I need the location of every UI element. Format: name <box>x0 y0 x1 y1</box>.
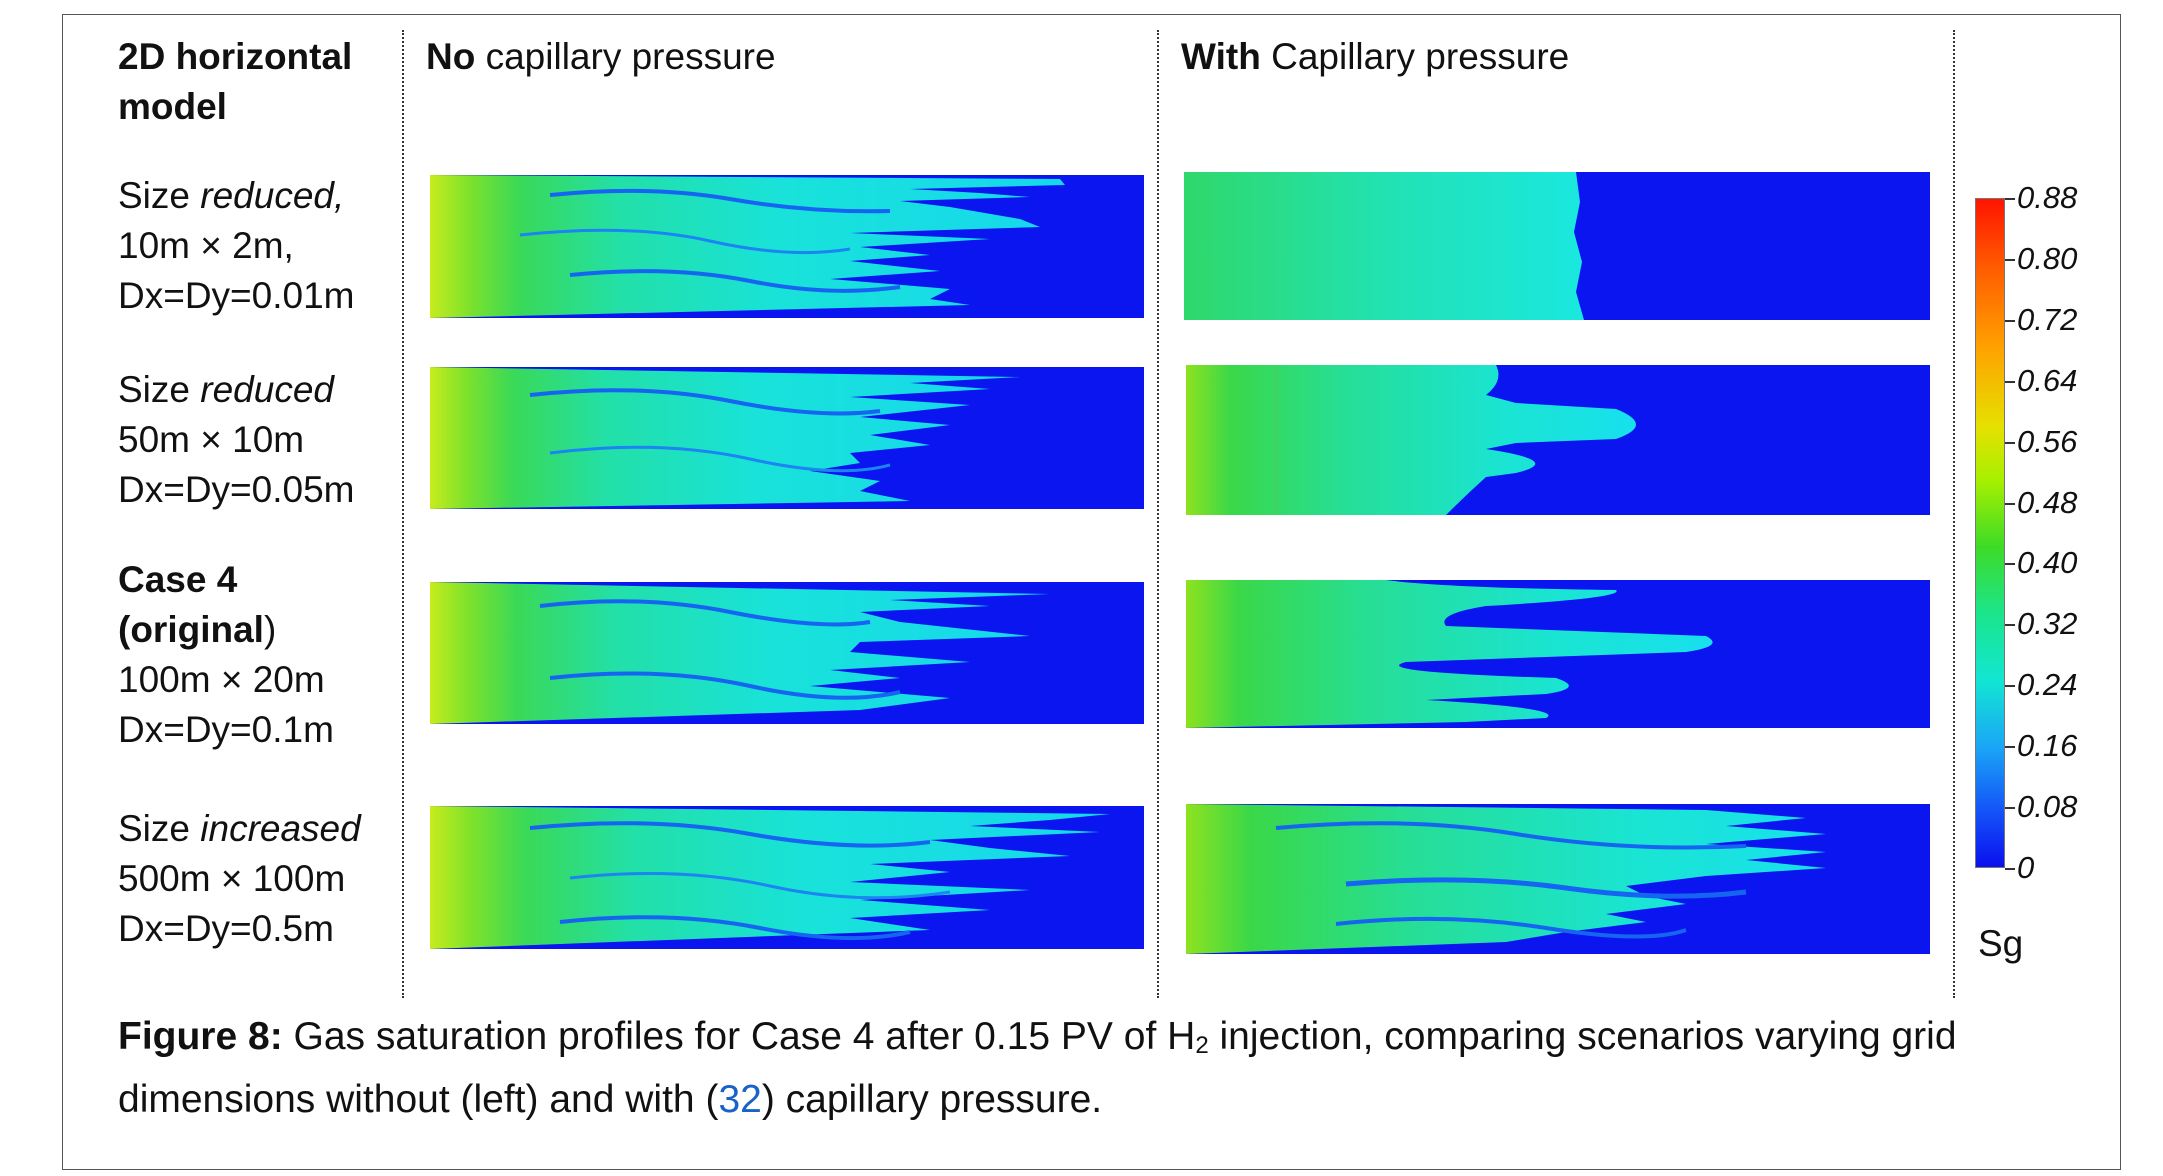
divider-left <box>402 30 404 998</box>
row-label-3: Case 4 (original) 100m × 20m Dx=Dy=0.1m <box>118 555 334 755</box>
row3-original: (original <box>118 609 264 650</box>
row2-italic: reduced <box>200 369 334 410</box>
plume-cap-size-reduced-10m <box>1184 172 1930 320</box>
colorbar-tick <box>2005 868 2015 870</box>
colorbar-tick <box>2005 563 2015 565</box>
with-capillary-bold: With <box>1181 36 1261 77</box>
colorbar-tick <box>2005 746 2015 748</box>
no-capillary-rest: capillary pressure <box>475 36 776 77</box>
row3-size: 100m × 20m <box>118 659 325 700</box>
colorbar-tick <box>2005 198 2015 200</box>
row4-grid: Dx=Dy=0.5m <box>118 908 334 949</box>
colorbar-tick-label: 0.32 <box>2017 606 2078 641</box>
row1-italic: reduced, <box>200 175 345 216</box>
colorbar-tick <box>2005 624 2015 626</box>
colorbar-tick <box>2005 685 2015 687</box>
colorbar-tick-label: 0.72 <box>2017 302 2078 337</box>
colorbar-tick <box>2005 807 2015 809</box>
figure-frame <box>62 14 2121 1170</box>
caption-citation-link[interactable]: 32 <box>718 1078 762 1121</box>
colorbar <box>1975 198 2005 868</box>
row3-paren: ) <box>263 609 277 650</box>
plume-cap-size-increased <box>1186 804 1930 954</box>
row-label-4: Size increased 500m × 100m Dx=Dy=0.5m <box>118 804 361 954</box>
row1-text: Size <box>118 175 201 216</box>
caption-label: Figure 8: <box>118 1015 283 1058</box>
colorbar-tick-label: 0 <box>2017 850 2035 885</box>
colorbar-tick-label: 0.24 <box>2017 667 2078 702</box>
plume-no-cap-case4-original <box>430 582 1144 724</box>
row-label-2: Size reduced 50m × 10m Dx=Dy=0.05m <box>118 365 355 515</box>
row2-text: Size <box>118 369 201 410</box>
row4-text: Size <box>118 808 201 849</box>
with-capillary-header: With Capillary pressure <box>1181 32 1569 82</box>
caption-text2: injection, comparing scenarios varying g… <box>118 1015 1968 1121</box>
caption-text3: ) capillary pressure. <box>761 1078 1103 1121</box>
colorbar-tick <box>2005 259 2015 261</box>
plume-no-cap-size-reduced-50m <box>430 367 1144 509</box>
colorbar-tick-label: 0.16 <box>2017 728 2078 763</box>
colorbar-tick-label: 0.88 <box>2017 180 2078 215</box>
colorbar-tick-label: 0.64 <box>2017 363 2078 398</box>
model-header-line2: model <box>118 86 227 127</box>
row-label-1: Size reduced, 10m × 2m, Dx=Dy=0.01m <box>118 171 355 321</box>
colorbar-tick <box>2005 503 2015 505</box>
with-capillary-rest: Capillary pressure <box>1260 36 1570 77</box>
colorbar-tick-label: 0.56 <box>2017 424 2078 459</box>
row4-italic: increased <box>200 808 361 849</box>
no-capillary-header: No capillary pressure <box>426 32 776 82</box>
model-header: 2D horizontal model <box>118 32 352 132</box>
plume-cap-size-reduced-50m <box>1186 365 1930 515</box>
row1-grid: Dx=Dy=0.01m <box>118 275 355 316</box>
colorbar-tick-label: 0.08 <box>2017 789 2078 824</box>
row2-grid: Dx=Dy=0.05m <box>118 469 355 510</box>
caption-text1: Gas saturation profiles for Case 4 after… <box>282 1015 1196 1058</box>
plume-no-cap-size-increased <box>430 806 1144 949</box>
plume-cap-case4-original <box>1186 580 1930 728</box>
colorbar-tick <box>2005 320 2015 322</box>
plume-no-cap-size-reduced-10m <box>430 175 1144 318</box>
row4-size: 500m × 100m <box>118 858 346 899</box>
no-capillary-bold: No <box>426 36 476 77</box>
caption-subscript: 2 <box>1195 1032 1209 1059</box>
row2-size: 50m × 10m <box>118 419 305 460</box>
row3-grid: Dx=Dy=0.1m <box>118 709 334 750</box>
colorbar-tick-label: 0.80 <box>2017 241 2078 276</box>
row3-case: Case 4 <box>118 559 238 600</box>
colorbar-tick-label: 0.40 <box>2017 545 2078 580</box>
colorbar-tick <box>2005 442 2015 444</box>
divider-right <box>1953 30 1955 998</box>
colorbar-tick <box>2005 381 2015 383</box>
row1-size: 10m × 2m, <box>118 225 294 266</box>
figure-caption: Figure 8: Gas saturation profiles for Ca… <box>118 1010 2108 1127</box>
colorbar-tick-label: 0.48 <box>2017 485 2078 520</box>
divider-middle <box>1157 30 1159 998</box>
colorbar-title: Sg <box>1978 923 2024 964</box>
model-header-line1: 2D horizontal <box>118 36 353 77</box>
